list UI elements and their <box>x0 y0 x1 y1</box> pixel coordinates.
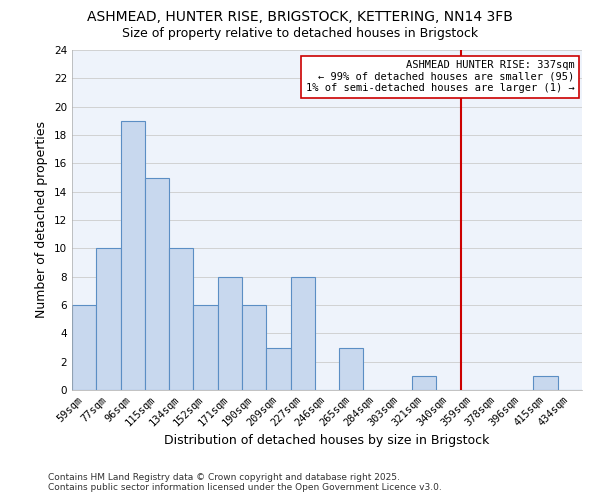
Text: Size of property relative to detached houses in Brigstock: Size of property relative to detached ho… <box>122 28 478 40</box>
X-axis label: Distribution of detached houses by size in Brigstock: Distribution of detached houses by size … <box>164 434 490 447</box>
Bar <box>412 376 436 390</box>
Bar <box>242 305 266 390</box>
Text: Contains HM Land Registry data © Crown copyright and database right 2025.
Contai: Contains HM Land Registry data © Crown c… <box>48 473 442 492</box>
Bar <box>266 348 290 390</box>
Bar <box>72 305 96 390</box>
Bar <box>169 248 193 390</box>
Y-axis label: Number of detached properties: Number of detached properties <box>35 122 49 318</box>
Bar <box>218 276 242 390</box>
Bar <box>145 178 169 390</box>
Bar <box>121 121 145 390</box>
Bar <box>533 376 558 390</box>
Bar <box>193 305 218 390</box>
Bar <box>339 348 364 390</box>
Bar <box>96 248 121 390</box>
Text: ASHMEAD HUNTER RISE: 337sqm
← 99% of detached houses are smaller (95)
1% of semi: ASHMEAD HUNTER RISE: 337sqm ← 99% of det… <box>305 60 574 94</box>
Bar <box>290 276 315 390</box>
Text: ASHMEAD, HUNTER RISE, BRIGSTOCK, KETTERING, NN14 3FB: ASHMEAD, HUNTER RISE, BRIGSTOCK, KETTERI… <box>87 10 513 24</box>
